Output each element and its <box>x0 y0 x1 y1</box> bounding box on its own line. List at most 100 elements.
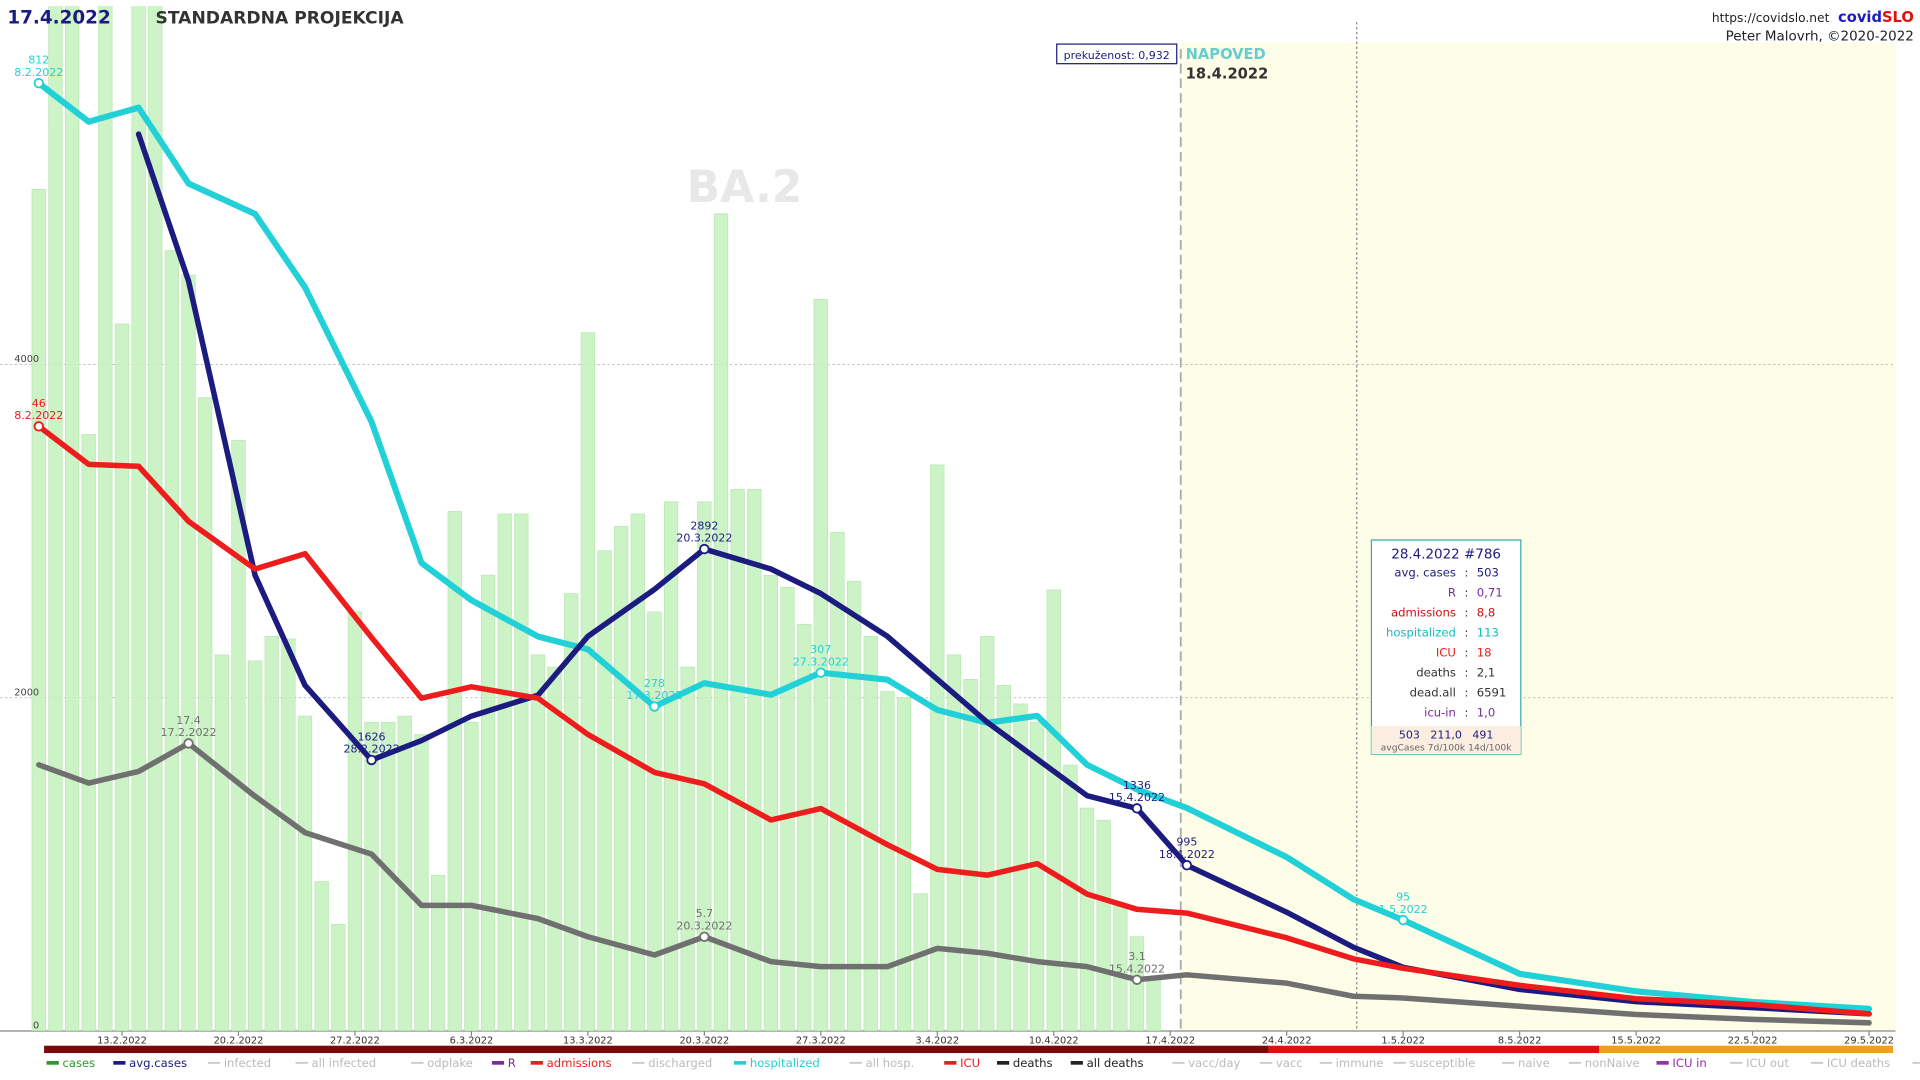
info-row-value: 113 <box>1477 626 1499 640</box>
case-bar <box>1096 819 1111 1032</box>
point-date-label: 28.2.2022 <box>344 743 400 756</box>
case-bar <box>81 434 96 1032</box>
case-bar <box>780 587 795 1032</box>
case-bar <box>564 593 579 1032</box>
case-bar <box>181 274 196 1032</box>
legend-entry: ICU out <box>1746 1056 1789 1070</box>
info-box-footer: 503 211,0 491 <box>1399 728 1494 741</box>
point-marker <box>33 421 44 432</box>
legend-entry: all deaths <box>1087 1056 1144 1070</box>
case-bar <box>414 734 429 1032</box>
case-bar <box>497 513 512 1032</box>
case-bar <box>896 697 912 1032</box>
legend-entry: R <box>508 1056 516 1070</box>
case-bar <box>763 574 779 1032</box>
case-bar <box>247 660 263 1032</box>
legend-entry: ICU deaths <box>1827 1056 1890 1070</box>
legend-entry: all hosp. <box>865 1056 914 1070</box>
point-marker <box>1181 859 1193 871</box>
x-tick-label: 13.2.2022 <box>97 1035 147 1046</box>
forecast-label: NAPOVED <box>1186 46 1266 63</box>
legend-entry: nonNaive <box>1585 1056 1640 1070</box>
y-tick-label: 0 <box>33 1021 39 1032</box>
y-tick-label: 4000 <box>14 354 39 365</box>
case-bar <box>347 611 363 1032</box>
timeline-strip <box>1268 1045 1600 1054</box>
series-line <box>135 131 1872 1017</box>
case-bar <box>880 691 895 1032</box>
site-url[interactable]: https://covidslo.net <box>1712 11 1830 25</box>
info-row-label: dead.all <box>1410 685 1456 699</box>
case-bar <box>730 489 745 1032</box>
variant-watermark: BA.2 <box>687 162 803 213</box>
case-bar <box>846 580 862 1032</box>
x-tick-label: 29.5.2022 <box>1844 1035 1894 1046</box>
legend-entry: cases <box>62 1056 95 1070</box>
timeline-strip <box>1599 1045 1894 1054</box>
info-row-label: admissions <box>1391 606 1456 620</box>
case-bar <box>397 715 412 1032</box>
info-row-sep: : <box>1464 705 1468 719</box>
point-value-label: 2892 <box>690 519 718 532</box>
info-row-label: icu-in <box>1424 705 1456 719</box>
legend-entry: susceptible <box>1409 1056 1475 1070</box>
info-box: 28.4.2022 #786 503 211,0 491 avgCases 7d… <box>1370 539 1522 755</box>
info-box-footer-bg <box>1371 726 1521 755</box>
case-bar <box>797 623 812 1032</box>
x-tick-label: 20.3.2022 <box>679 1035 729 1046</box>
point-value-label: 17.4 <box>176 714 201 727</box>
info-row-label: hospitalized <box>1386 626 1456 640</box>
point-value-label: 1626 <box>358 730 386 743</box>
case-bar <box>331 924 346 1032</box>
case-bar <box>114 323 130 1032</box>
case-bar <box>996 685 1011 1032</box>
case-bar <box>314 881 329 1032</box>
x-tick-label: 10.4.2022 <box>1029 1035 1079 1046</box>
case-bar <box>1063 764 1078 1032</box>
case-bar <box>214 654 229 1032</box>
point-value-label: 812 <box>28 54 49 67</box>
info-box-frame <box>1370 539 1522 755</box>
point-marker <box>699 931 710 942</box>
case-bar <box>663 501 679 1032</box>
case-bar <box>830 531 845 1032</box>
info-row-value: 18 <box>1477 646 1492 660</box>
info-row-label: R <box>1448 586 1456 600</box>
timeline-strip <box>44 1045 1269 1054</box>
x-tick-label: 3.4.2022 <box>916 1035 960 1046</box>
case-bar <box>364 721 379 1032</box>
info-row-label: ICU <box>1436 646 1456 660</box>
case-bar <box>913 893 928 1032</box>
point-marker <box>699 543 710 555</box>
case-bar <box>64 6 80 1032</box>
info-row-label: deaths <box>1416 666 1456 680</box>
case-bar <box>464 721 479 1032</box>
legend-entry: ICU in <box>1672 1056 1706 1070</box>
x-tick-label: 13.3.2022 <box>563 1035 613 1046</box>
point-value-label: 995 <box>1176 836 1197 849</box>
case-bar <box>148 6 163 1032</box>
info-row-sep: : <box>1464 666 1468 680</box>
info-row-value: 2,1 <box>1477 666 1495 680</box>
point-date-label: 15.4.2022 <box>1109 791 1165 804</box>
case-bar <box>1029 721 1045 1032</box>
case-bar <box>713 213 729 1032</box>
report-date: 17.4.2022 <box>7 7 110 28</box>
point-date-label: 20.3.2022 <box>676 532 732 545</box>
x-tick-label: 6.3.2022 <box>450 1035 494 1046</box>
point-marker <box>815 667 827 678</box>
case-bar <box>530 654 546 1032</box>
case-bar <box>48 6 63 1032</box>
legend-entry: hospitalized <box>750 1056 820 1070</box>
x-tick-label: 1.5.2022 <box>1381 1035 1425 1046</box>
x-tick-label: 27.3.2022 <box>796 1035 846 1046</box>
case-bar <box>647 611 662 1032</box>
point-value-label: 95 <box>1396 891 1410 904</box>
forecast-region <box>1180 42 1896 1032</box>
point-date-label: 20.3.2022 <box>676 919 732 932</box>
x-tick-label: 27.2.2022 <box>330 1035 380 1046</box>
legend-entry: ICU <box>960 1056 980 1070</box>
case-bar <box>164 250 180 1032</box>
case-bar <box>1079 807 1095 1032</box>
